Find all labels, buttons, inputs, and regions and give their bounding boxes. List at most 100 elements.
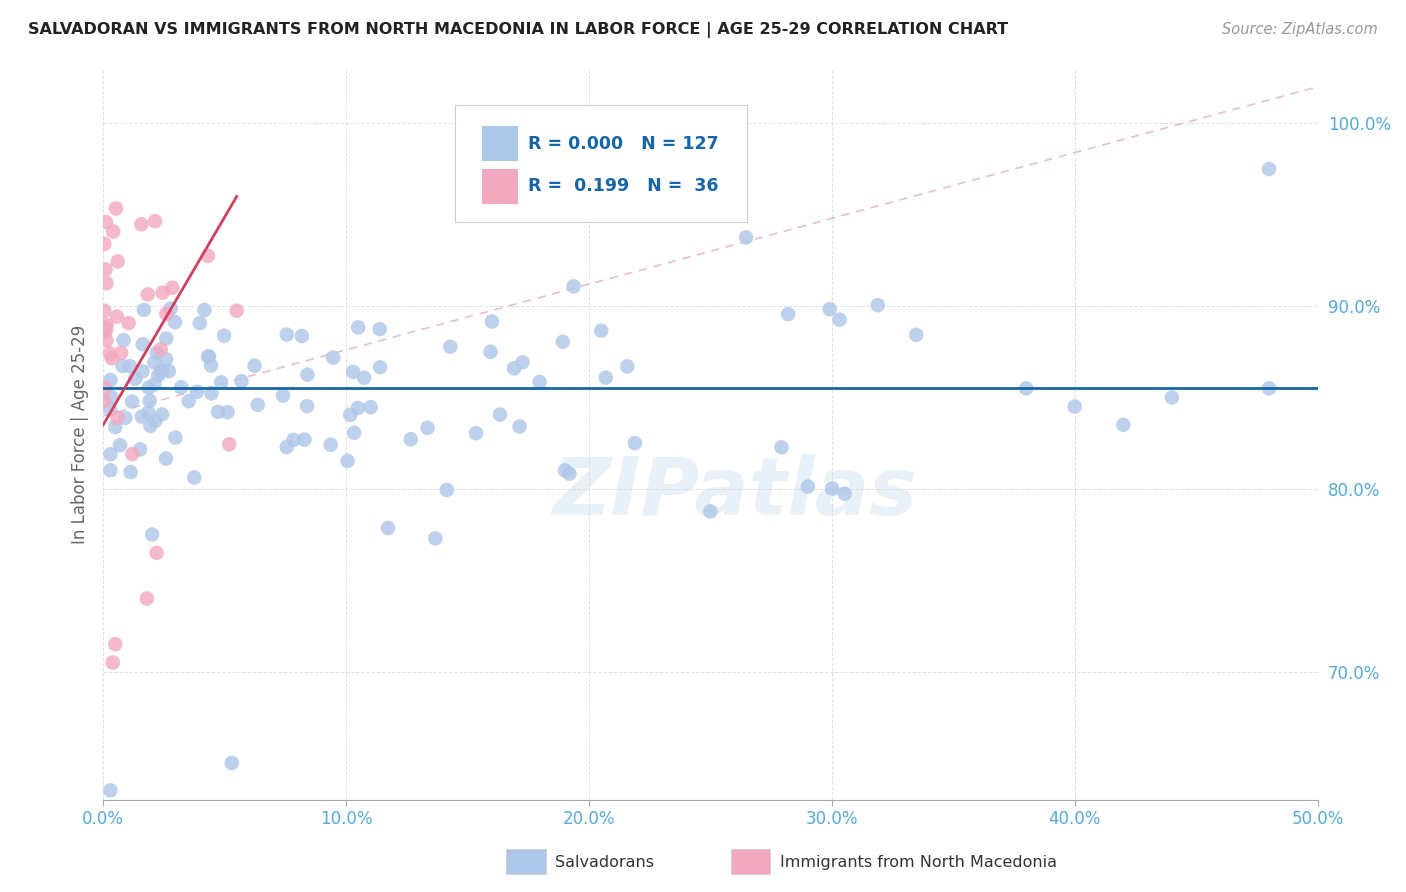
Point bbox=[481, 314, 503, 328]
Text: Salvadorans: Salvadorans bbox=[555, 855, 654, 870]
Point bbox=[145, 345, 167, 359]
Point bbox=[141, 527, 163, 541]
Point bbox=[416, 421, 439, 435]
Point bbox=[439, 340, 461, 354]
Point bbox=[101, 656, 124, 670]
Point bbox=[291, 329, 314, 343]
FancyBboxPatch shape bbox=[482, 127, 519, 161]
Point bbox=[118, 316, 141, 330]
Point bbox=[551, 334, 574, 349]
Point bbox=[111, 359, 134, 373]
Point bbox=[149, 365, 172, 379]
Point bbox=[1160, 391, 1182, 405]
Point bbox=[104, 637, 127, 651]
Point bbox=[197, 249, 219, 263]
Point bbox=[1063, 400, 1085, 414]
Point bbox=[129, 442, 152, 457]
Text: ZIPatlas: ZIPatlas bbox=[553, 453, 917, 532]
Point bbox=[193, 303, 215, 318]
Point bbox=[353, 371, 375, 385]
Point bbox=[562, 279, 585, 293]
Point bbox=[162, 281, 184, 295]
Point bbox=[218, 437, 240, 451]
Point bbox=[132, 302, 155, 317]
Point bbox=[138, 381, 160, 395]
Point bbox=[271, 388, 294, 402]
Point bbox=[110, 346, 132, 360]
Point bbox=[735, 230, 758, 244]
Point bbox=[699, 504, 721, 518]
Point bbox=[100, 447, 122, 461]
Point bbox=[828, 312, 851, 326]
Point bbox=[155, 307, 177, 321]
Point bbox=[818, 302, 841, 317]
Point bbox=[94, 381, 117, 395]
Point bbox=[104, 420, 127, 434]
Point bbox=[186, 384, 208, 399]
Point bbox=[905, 327, 928, 342]
Point bbox=[131, 364, 153, 378]
Point bbox=[96, 334, 118, 348]
Point bbox=[512, 355, 534, 369]
Point bbox=[479, 344, 502, 359]
Point bbox=[96, 322, 118, 336]
Y-axis label: In Labor Force | Age 25-29: In Labor Force | Age 25-29 bbox=[72, 325, 89, 543]
Point bbox=[231, 374, 253, 388]
Point bbox=[183, 470, 205, 484]
Point bbox=[120, 465, 142, 479]
Point bbox=[165, 431, 187, 445]
Point bbox=[221, 756, 243, 770]
Point bbox=[770, 441, 793, 455]
Point bbox=[1112, 417, 1135, 432]
Point bbox=[131, 409, 153, 424]
Point bbox=[347, 320, 370, 334]
Point bbox=[143, 377, 166, 392]
Point bbox=[347, 401, 370, 415]
Point bbox=[108, 438, 131, 452]
Point bbox=[159, 301, 181, 316]
Point bbox=[778, 307, 800, 321]
FancyBboxPatch shape bbox=[482, 169, 519, 203]
Point bbox=[465, 426, 488, 441]
Point bbox=[319, 438, 342, 452]
Point bbox=[105, 310, 128, 324]
Point bbox=[368, 360, 391, 375]
Point bbox=[368, 322, 391, 336]
Point bbox=[136, 287, 159, 301]
Point bbox=[132, 337, 155, 351]
Point bbox=[276, 440, 298, 454]
Point bbox=[143, 214, 166, 228]
Point bbox=[155, 451, 177, 466]
Point bbox=[100, 390, 122, 404]
Point bbox=[200, 359, 222, 373]
Point bbox=[114, 411, 136, 425]
Point bbox=[96, 276, 118, 290]
Point bbox=[148, 368, 170, 383]
Point bbox=[93, 394, 115, 409]
Point bbox=[124, 372, 146, 386]
Point bbox=[509, 419, 531, 434]
Point bbox=[217, 405, 239, 419]
Point bbox=[295, 399, 318, 413]
Text: R = 0.000   N = 127: R = 0.000 N = 127 bbox=[529, 135, 718, 153]
Point bbox=[150, 363, 173, 377]
Point bbox=[143, 355, 166, 369]
Point bbox=[107, 410, 129, 425]
Point bbox=[360, 401, 382, 415]
Point bbox=[104, 202, 127, 216]
Point bbox=[797, 479, 820, 493]
Point bbox=[207, 405, 229, 419]
Point bbox=[155, 331, 177, 345]
Point bbox=[98, 346, 121, 360]
Point bbox=[436, 483, 458, 497]
Point bbox=[343, 425, 366, 440]
Point bbox=[529, 375, 551, 389]
Point bbox=[243, 359, 266, 373]
Text: R =  0.199   N =  36: R = 0.199 N = 36 bbox=[529, 178, 718, 195]
Point bbox=[866, 298, 889, 312]
Point bbox=[138, 406, 160, 420]
Point bbox=[107, 254, 129, 268]
Point bbox=[139, 419, 162, 434]
Point bbox=[200, 386, 222, 401]
Point bbox=[198, 350, 221, 364]
